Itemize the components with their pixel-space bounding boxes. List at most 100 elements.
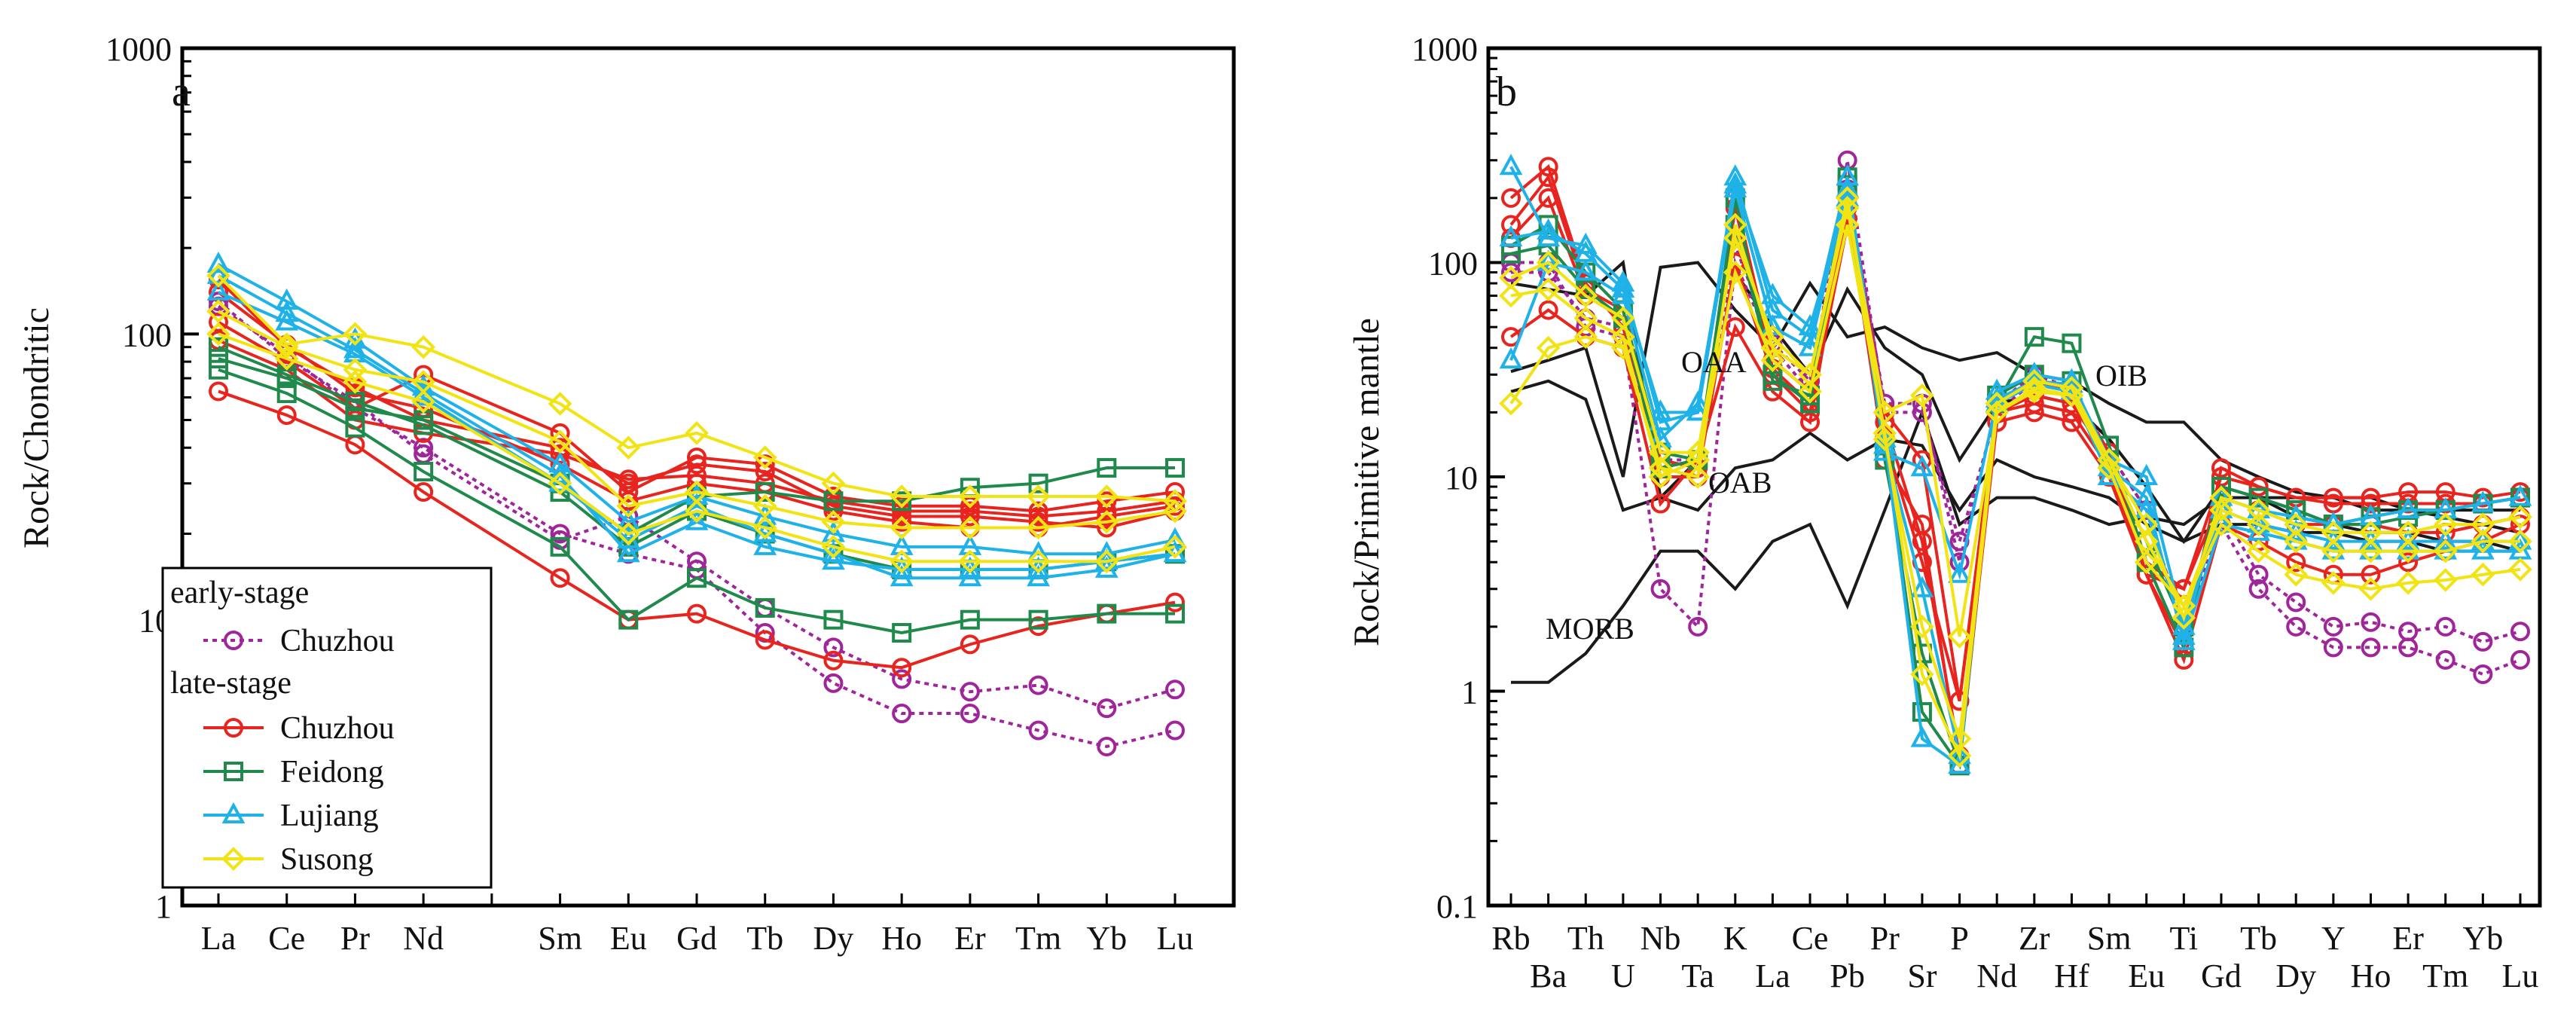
diamond-marker	[2471, 512, 2495, 536]
circle-marker	[1097, 736, 1117, 756]
triangle-marker	[1649, 399, 1672, 421]
triangle-marker	[1761, 283, 1784, 304]
triangle-marker	[2135, 484, 2159, 506]
circle-marker	[2361, 564, 2381, 585]
diamond-marker	[1835, 212, 1860, 237]
circle-marker	[209, 381, 228, 402]
circle-marker	[2323, 487, 2343, 508]
triangle-marker	[1611, 283, 1635, 304]
panel-label-b: b	[1496, 69, 1517, 115]
x-tick-label-pr: Pr	[340, 920, 370, 957]
series-susong-1	[1499, 196, 2532, 649]
diamond-marker	[1910, 615, 1934, 639]
diamond-marker	[1094, 484, 1119, 509]
circle-marker	[1538, 188, 1558, 208]
square-marker	[550, 536, 570, 557]
square-marker	[209, 359, 228, 380]
triangle-marker	[1910, 725, 1934, 747]
square-marker	[209, 337, 228, 357]
diamond-marker	[2284, 562, 2309, 587]
circle-marker	[1688, 616, 1708, 637]
diamond-marker	[958, 549, 982, 574]
reference-series-b	[1510, 259, 2521, 684]
circle-marker	[2510, 622, 2530, 642]
diamond-marker	[1094, 509, 1119, 534]
series-line	[1510, 224, 2520, 762]
circle-marker	[1949, 691, 1970, 711]
legend-marker	[224, 762, 243, 781]
triangle-marker	[1686, 399, 1710, 421]
x-tick-label-gd: Gd	[676, 920, 717, 957]
diamond-marker	[1985, 400, 2010, 425]
diamond-marker	[1611, 325, 1635, 349]
legend-entry-late-chuzhou: Chuzhou	[203, 711, 395, 746]
series-line	[218, 263, 1176, 556]
legend-marker	[224, 631, 243, 650]
triangle-marker	[1027, 565, 1050, 587]
x-tick-label-ti: Ti	[2170, 920, 2199, 957]
legend-entry-susong: Susong	[203, 842, 374, 877]
diamond-marker	[616, 435, 641, 460]
square-marker	[1097, 603, 1117, 624]
y-tick-label: 1	[155, 888, 172, 925]
square-marker	[1763, 371, 1783, 391]
circle-marker	[960, 634, 980, 655]
plot-frame-b	[1486, 46, 2542, 908]
circle-marker	[550, 444, 570, 464]
circle-marker	[823, 501, 844, 521]
x-tick-label-ta: Ta	[1681, 957, 1714, 994]
diamond-marker	[2396, 570, 2420, 595]
diamond-marker	[274, 332, 299, 356]
x-tick-label-sm: Sm	[538, 920, 582, 957]
diamond-marker	[1947, 625, 1972, 649]
diamond-marker	[2358, 576, 2383, 601]
y-tick-label: 100	[122, 316, 172, 353]
legend-label: Feidong	[280, 755, 384, 790]
diamond-marker	[548, 392, 572, 416]
x-tick-label-y: Y	[2321, 920, 2346, 957]
diamond-marker	[2022, 368, 2046, 393]
triangle-marker	[2471, 490, 2495, 512]
diamond-marker	[616, 521, 641, 546]
diamond-marker	[343, 370, 368, 394]
diamond-marker	[2321, 570, 2346, 595]
legend-group-early: early-stage	[170, 576, 309, 610]
triangle-marker	[1611, 276, 1635, 298]
diamond-marker	[548, 471, 572, 496]
diamond-marker	[411, 389, 435, 414]
square-marker	[2211, 477, 2231, 497]
triangle-marker	[2172, 628, 2196, 650]
series-line	[218, 274, 1176, 571]
triangle-marker	[1836, 164, 1860, 186]
circle-marker	[2473, 631, 2493, 652]
triangle-marker	[1723, 176, 1747, 198]
x-tick-label-sm: Sm	[2087, 920, 2132, 957]
annotation-oaa: OAA	[1681, 345, 1747, 379]
triangle-marker	[958, 565, 982, 587]
circle-marker	[276, 405, 297, 426]
triangle-marker	[2209, 484, 2233, 506]
circle-marker	[2361, 637, 2381, 658]
diamond-marker	[1026, 515, 1051, 540]
circle-marker	[2398, 622, 2419, 642]
diamond-marker	[1798, 379, 1822, 404]
diamond-marker	[821, 535, 846, 559]
diamond-marker	[2321, 539, 2346, 564]
diamond-marker	[206, 264, 230, 288]
circle-marker	[1165, 720, 1185, 741]
diamond-marker	[1835, 186, 1860, 210]
diamond-marker	[2284, 529, 2309, 554]
legend-entry-early-chuzhou: Chuzhou	[203, 624, 395, 658]
x-tick-label-u: U	[1611, 957, 1635, 994]
x-tick-label-k: K	[1723, 920, 1747, 957]
x-tick-label-pr: Pr	[1870, 920, 1900, 957]
diamond-marker	[2433, 539, 2458, 564]
legend-entry-lujiang: Lujiang	[203, 799, 379, 833]
square-marker	[414, 461, 434, 481]
x-tick-label-tm: Tm	[1015, 920, 1061, 957]
circle-marker	[414, 482, 434, 502]
x-tick-label-nb: Nb	[1641, 920, 1681, 957]
x-tick-label-ho: Ho	[881, 920, 922, 957]
triangle-marker	[2471, 538, 2495, 560]
